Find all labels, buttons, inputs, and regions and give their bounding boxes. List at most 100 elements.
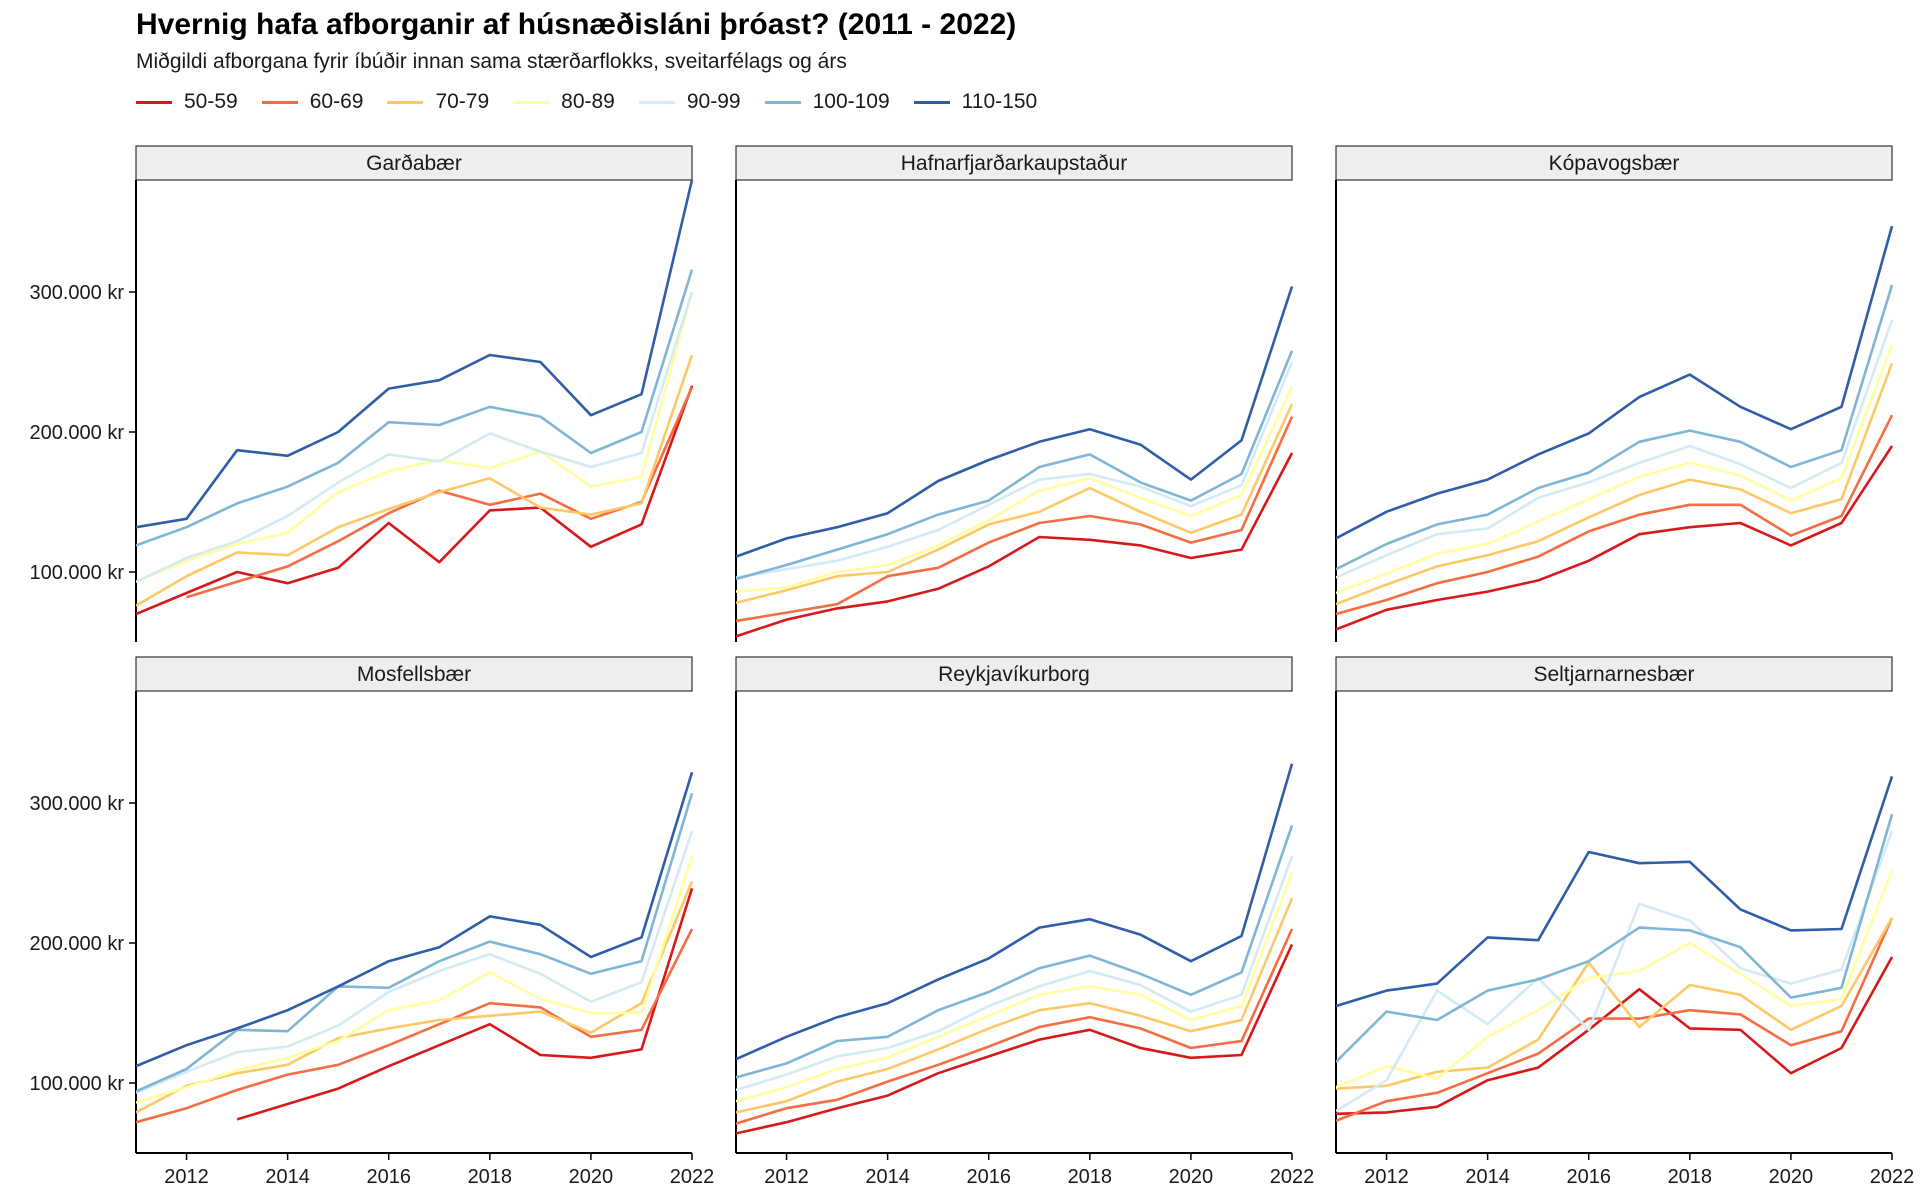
legend-label: 70-79	[435, 90, 490, 113]
series-line-100-109	[1336, 813, 1894, 1063]
facet-strip-label: Kópavogsbær	[1549, 152, 1680, 175]
series-line-110-150	[736, 285, 1294, 558]
facet-panel: Kópavogsbær	[1335, 145, 1894, 642]
legend-label: 80-89	[561, 90, 615, 113]
series-line-70-79	[1336, 917, 1894, 1090]
legend-item: 90-99	[638, 90, 741, 114]
x-tick-label: 2018	[1668, 1166, 1713, 1188]
legend-key	[638, 100, 675, 104]
legend-label: 60-69	[309, 90, 364, 113]
legend-item: 60-69	[261, 90, 364, 114]
series-line-60-69	[1336, 917, 1894, 1123]
series-line-80-89	[1336, 869, 1894, 1089]
facet-strip	[735, 656, 1293, 692]
series-line-70-79	[136, 880, 694, 1114]
x-tick-label: 2020	[1169, 1166, 1214, 1188]
legend-key	[764, 100, 801, 104]
legend-item: 70-79	[387, 90, 489, 114]
x-tick-label: 2014	[865, 1166, 910, 1188]
facet-panel: Garðabær 100.000 kr 200.000 kr 300.000 kr	[29, 145, 694, 642]
series-line-60-69	[136, 928, 694, 1124]
series-line-90-99	[736, 855, 1294, 1092]
legend: 50-59 60-69 70-79 80-89 90-99 100-109 110-150	[136, 90, 1061, 114]
facet-panel: Mosfellsbær 2012 2014 2016 2018 2020 2022 100.0…	[29, 656, 715, 1188]
facet-strip	[735, 145, 1293, 181]
y-tick-label: 200.000 kr	[29, 422, 124, 444]
series-line-70-79	[136, 354, 694, 607]
series-line-100-109	[736, 824, 1294, 1079]
legend-label: 100-109	[812, 90, 890, 113]
legend-key	[913, 100, 950, 104]
legend-key	[387, 100, 424, 104]
series-line-90-99	[1336, 830, 1894, 1113]
facet-strip	[135, 656, 693, 692]
series-line-100-109	[136, 792, 694, 1093]
x-tick-label: 2012	[1364, 1166, 1409, 1188]
y-tick-label: 300.000 kr	[29, 793, 124, 815]
legend-item: 100-109	[764, 90, 890, 114]
series-line-50-59	[736, 943, 1294, 1135]
series-line-50-59	[1336, 445, 1894, 631]
facet-strip-label: Mosfellsbær	[357, 663, 471, 686]
series-line-80-89	[1336, 344, 1894, 595]
series-line-50-59	[1336, 956, 1894, 1116]
facet-strip	[135, 145, 693, 181]
chart-subtitle: Miðgildi afborgana fyrir íbúðir innan sa…	[136, 50, 847, 73]
x-tick-label: 2016	[966, 1166, 1011, 1188]
legend-label: 90-99	[686, 90, 741, 113]
y-tick-label: 100.000 kr	[29, 562, 124, 584]
series-line-60-69	[736, 928, 1294, 1125]
series-line-70-79	[1336, 362, 1894, 606]
series-line-110-150	[1336, 225, 1894, 540]
x-tick-label: 2012	[164, 1166, 209, 1188]
x-tick-label: 2016	[1566, 1166, 1611, 1188]
x-tick-label: 2020	[1769, 1166, 1814, 1188]
facet-panel: Seltjarnarnesbær 2012 2014 2016 2018 2020 2022	[1335, 656, 1915, 1188]
series-line-90-99	[1336, 319, 1894, 579]
facet-strip-label: Reykjavíkurborg	[938, 663, 1090, 686]
series-line-110-150	[136, 771, 694, 1068]
legend-key	[261, 100, 298, 104]
series-line-60-69	[736, 416, 1294, 623]
series-line-50-59	[736, 452, 1294, 638]
series-line-100-109	[136, 269, 694, 547]
series-line-80-89	[136, 291, 694, 584]
series-line-80-89	[136, 855, 694, 1104]
facet-strip	[1335, 656, 1893, 692]
x-tick-label: 2018	[468, 1166, 513, 1188]
series-line-70-79	[736, 403, 1294, 605]
x-tick-label: 2022	[670, 1166, 715, 1188]
x-tick-label: 2012	[764, 1166, 809, 1188]
series-line-90-99	[136, 830, 694, 1095]
series-line-100-109	[736, 350, 1294, 581]
series-line-60-69	[1336, 414, 1894, 616]
series-line-110-150	[136, 179, 694, 529]
legend-item: 80-89	[513, 90, 615, 114]
y-tick-label: 300.000 kr	[29, 282, 124, 304]
series-line-60-69	[186, 386, 694, 599]
legend-item: 50-59	[136, 90, 238, 114]
x-tick-label: 2022	[1870, 1166, 1915, 1188]
series-line-110-150	[1336, 775, 1894, 1008]
facet-strip-label: Garðabær	[366, 152, 462, 175]
facet-strip-label: Seltjarnarnesbær	[1533, 663, 1694, 686]
series-line-80-89	[736, 386, 1294, 593]
x-tick-label: 2016	[366, 1166, 411, 1188]
legend-label: 110-150	[961, 90, 1038, 113]
series-line-50-59	[236, 888, 694, 1121]
facet-panel: Reykjavíkurborg 2012 2014 2016 2018 2020 2022	[735, 656, 1315, 1188]
series-line-100-109	[1336, 284, 1894, 571]
y-tick-label: 200.000 kr	[29, 933, 124, 955]
y-tick-label: 100.000 kr	[29, 1073, 124, 1095]
facet-strip	[1335, 145, 1893, 181]
x-tick-label: 2014	[265, 1166, 310, 1188]
facet-strip-label: Hafnarfjarðarkaupstaður	[901, 152, 1127, 175]
x-tick-label: 2014	[1465, 1166, 1510, 1188]
x-tick-label: 2022	[1270, 1166, 1315, 1188]
legend-key	[136, 100, 172, 104]
series-line-70-79	[736, 897, 1294, 1114]
legend-item: 110-150	[913, 90, 1038, 114]
series-line-90-99	[736, 361, 1294, 579]
legend-key	[513, 100, 550, 104]
